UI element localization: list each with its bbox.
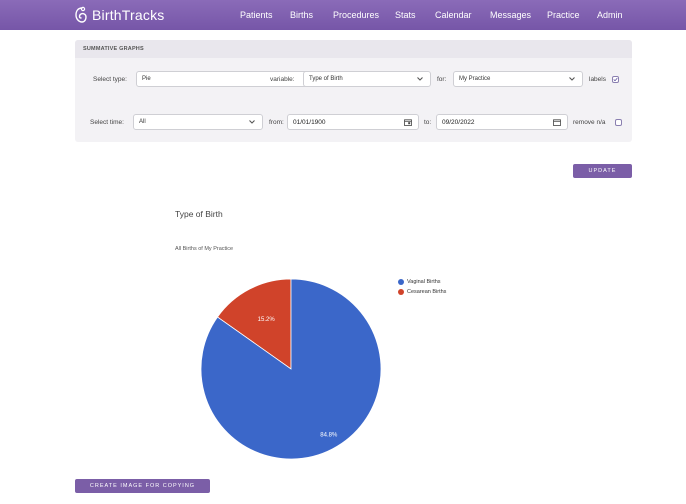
pie-slice-label: 15.2%	[258, 317, 276, 323]
variable-value: Type of Birth	[309, 76, 343, 82]
variable-select[interactable]: Type of Birth	[303, 71, 431, 87]
legend-swatch	[398, 289, 404, 295]
update-button[interactable]: UPDATE	[573, 164, 632, 178]
labels-checkbox[interactable]	[612, 76, 619, 83]
top-nav-bar: BirthTracks Patients Births Procedures S…	[0, 0, 686, 30]
chevron-down-icon	[249, 120, 255, 124]
chevron-down-icon	[417, 77, 423, 81]
chart-title: Type of Birth	[175, 209, 223, 219]
nav-patients[interactable]: Patients	[240, 10, 273, 20]
legend-label: Vaginal Births	[407, 279, 441, 285]
nav-admin[interactable]: Admin	[597, 10, 623, 20]
summative-graphs-panel: SUMMATIVE GRAPHS Select type: Pie variab…	[75, 40, 632, 142]
nav-calendar[interactable]: Calendar	[435, 10, 472, 20]
nav-births[interactable]: Births	[290, 10, 314, 20]
panel-title: SUMMATIVE GRAPHS	[83, 46, 144, 52]
variable-label: variable:	[270, 76, 295, 83]
time-value: All	[139, 119, 146, 125]
chart-type-value: Pie	[142, 76, 151, 82]
select-time-label: Select time:	[90, 119, 124, 126]
pie-slice-label: 84.8%	[320, 433, 338, 439]
chevron-down-icon	[569, 77, 575, 81]
nav-practice[interactable]: Practice	[547, 10, 580, 20]
nav-messages[interactable]: Messages	[490, 10, 532, 20]
nav-stats[interactable]: Stats	[395, 10, 416, 20]
remove-na-label: remove n/a	[573, 119, 606, 126]
to-label: to:	[424, 119, 432, 126]
for-select[interactable]: My Practice	[453, 71, 583, 87]
legend-item[interactable]: Cesarean Births	[398, 288, 446, 298]
pie-slice-vaginal-births[interactable]	[200, 278, 382, 460]
legend-label: Cesarean Births	[407, 289, 447, 295]
app-logo[interactable]: BirthTracks	[74, 6, 164, 24]
from-date-value: 01/01/1900	[293, 119, 326, 126]
legend-swatch	[398, 279, 404, 285]
remove-na-checkbox[interactable]	[615, 119, 622, 126]
calendar-icon[interactable]	[553, 119, 561, 126]
from-date-input[interactable]: 01/01/1900	[287, 114, 419, 130]
pie-chart: 15.2% 84.8%	[200, 278, 382, 460]
select-type-label: Select type:	[93, 76, 127, 83]
time-select[interactable]: All	[133, 114, 263, 130]
to-date-input[interactable]: 09/20/2022	[436, 114, 568, 130]
from-label: from:	[269, 119, 284, 126]
chart-subtitle: All Births of My Practice	[175, 246, 234, 252]
panel-header: SUMMATIVE GRAPHS	[75, 40, 632, 58]
legend-item[interactable]: Vaginal Births	[398, 278, 446, 288]
for-label: for:	[437, 76, 447, 83]
nav-procedures[interactable]: Procedures	[333, 10, 380, 20]
to-date-value: 09/20/2022	[442, 119, 475, 126]
for-value: My Practice	[459, 76, 491, 82]
birth-logo-icon	[75, 6, 87, 23]
app-name: BirthTracks	[92, 7, 165, 23]
pie-slice-cesarean-births[interactable]	[216, 278, 292, 370]
checkmark-icon	[613, 77, 618, 82]
calendar-icon[interactable]	[404, 119, 412, 126]
labels-label: labels	[589, 76, 606, 83]
create-image-button[interactable]: CREATE IMAGE FOR COPYING	[75, 479, 210, 493]
chart-legend: Vaginal Births Cesarean Births	[398, 278, 446, 298]
